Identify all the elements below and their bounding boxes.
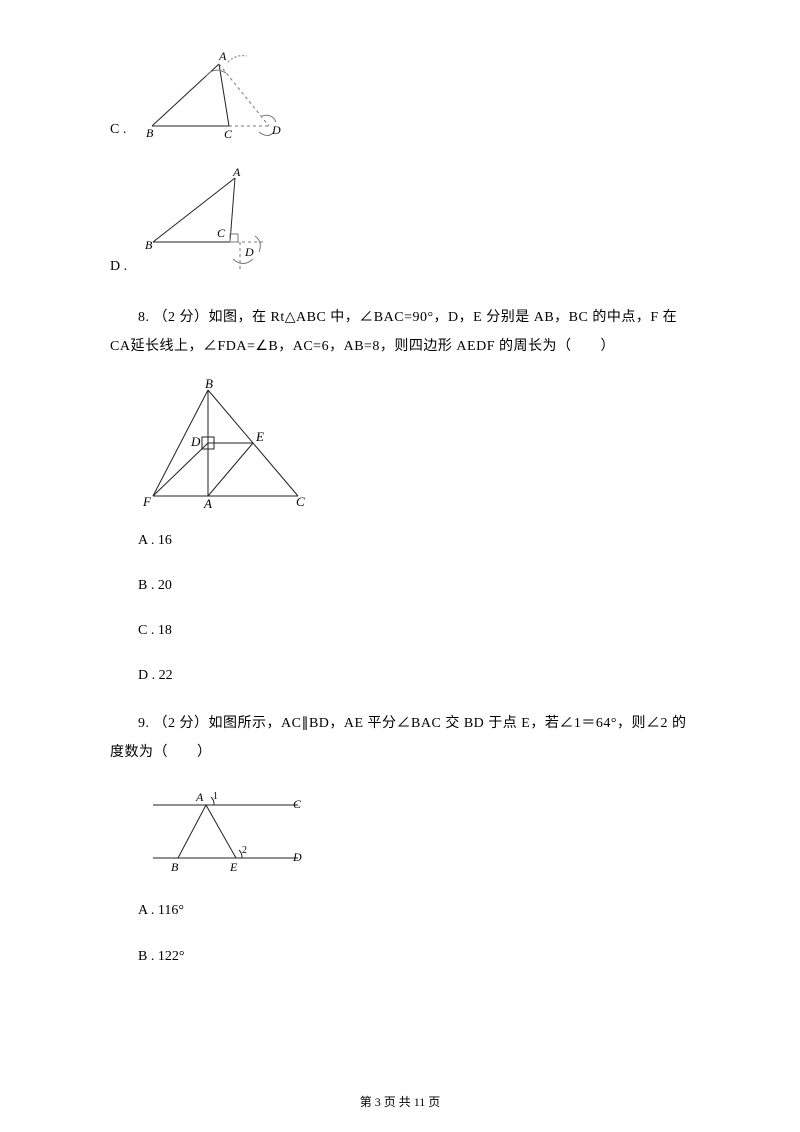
option-c-label: C . [110,117,126,148]
q8-svg: B D E F A C [138,378,313,508]
label-a: A [218,49,227,63]
label-c: C [217,226,226,240]
option-c-block: C . [110,40,690,148]
page-footer: 第 3 页 共 11 页 [0,1092,800,1114]
q9-svg: A C B E D 1 2 [138,783,313,878]
triangle-d-svg: A B C D [135,164,295,279]
q8-text: 8. （2 分）如图，在 Rt△ABC 中，∠BAC=90°，D，E 分别是 A… [110,303,690,362]
q8-d: D . 22 [110,663,690,688]
label-b: B [205,378,213,391]
label-a: A [195,790,204,804]
label-e: E [255,429,264,444]
label-a: A [232,165,241,179]
q8-a: A . 16 [110,528,690,553]
option-d-block: D . [110,158,690,285]
label-f: F [142,494,152,508]
label-b: B [146,126,154,140]
label-d: D [190,434,201,449]
q9-a: A . 116° [110,898,690,923]
figure-c: A B C D [134,46,294,142]
q8-c: C . 18 [110,618,690,643]
label-1: 1 [213,791,218,802]
q8-b: B . 20 [110,573,690,598]
label-c: C [296,494,305,508]
label-d: D [271,123,281,137]
label-b: B [145,238,153,252]
label-c: C [224,127,233,141]
page: C . [0,0,800,1132]
figure-d: A B C D [135,164,295,279]
label-b: B [171,860,179,874]
label-e: E [229,860,238,874]
q9-text: 9. （2 分）如图所示，AC∥BD，AE 平分∠BAC 交 BD 于点 E，若… [110,709,690,768]
label-d: D [292,850,302,864]
label-2: 2 [242,845,247,856]
q9-b: B . 122° [110,944,690,969]
figure-q8: B D E F A C [138,378,690,508]
label-d: D [244,245,254,259]
triangle-c-svg: A B C D [134,46,294,142]
figure-q9: A C B E D 1 2 [138,783,690,878]
label-c: C [293,797,302,811]
option-d-label: D . [110,254,127,285]
label-a: A [203,496,212,508]
